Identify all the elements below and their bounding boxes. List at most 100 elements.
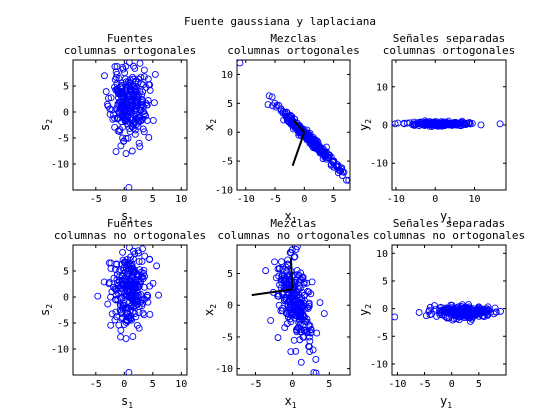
y-tick-label: 0 xyxy=(382,121,388,132)
scatter-point xyxy=(460,304,468,312)
scatter-point xyxy=(105,279,113,287)
scatter-point xyxy=(309,346,317,354)
data-points xyxy=(392,301,505,325)
data-points xyxy=(392,117,504,130)
scatter-point xyxy=(128,147,136,155)
scatter-point xyxy=(109,115,117,123)
subplot-title: Mezclas xyxy=(270,32,316,45)
scatter-point xyxy=(281,324,289,331)
x-tick-label: -10 xyxy=(388,379,406,390)
scatter-point xyxy=(465,308,473,316)
scatter-point xyxy=(277,105,285,113)
scatter-point xyxy=(140,73,148,81)
x-tick-label: 10 xyxy=(469,194,481,205)
scatter-point xyxy=(435,122,443,130)
subplot-subtitle: columnas ortogonales xyxy=(383,44,515,57)
x-axis-label-subscript: 1 xyxy=(447,216,452,225)
scatter-point xyxy=(237,60,244,67)
scatter-point xyxy=(290,291,298,299)
x-axis-label-base: s xyxy=(121,394,128,408)
scatter-point xyxy=(312,369,320,375)
scatter-point xyxy=(316,144,323,152)
scatter-point xyxy=(112,68,120,76)
y-tick-label: 5 xyxy=(227,269,233,280)
scatter-point xyxy=(287,348,295,356)
scatter-point xyxy=(122,276,130,283)
mixing-vector xyxy=(289,257,294,290)
y-tick-label: 0 xyxy=(227,301,233,312)
scatter-point xyxy=(285,306,293,314)
scatter-point xyxy=(140,66,148,74)
scatter-point xyxy=(345,176,350,184)
scatter-point xyxy=(133,105,140,113)
scatter-point xyxy=(134,284,142,291)
scatter-point xyxy=(112,291,120,299)
scatter-point xyxy=(129,333,137,340)
scatter-point xyxy=(119,63,127,71)
scatter-point xyxy=(124,134,132,142)
y-axis-label-base: s xyxy=(38,124,52,131)
scatter-point xyxy=(282,263,290,271)
scatter-point xyxy=(292,298,300,306)
scatter-point xyxy=(303,279,311,287)
scatter-point xyxy=(127,85,134,93)
scatter-point xyxy=(117,142,125,150)
scatter-point xyxy=(392,120,399,128)
scatter-point xyxy=(128,291,135,299)
x-axis-label: y1 xyxy=(440,394,452,410)
x-tick-label: 5 xyxy=(150,379,156,390)
scatter-point xyxy=(116,104,124,112)
subplot-subtitle: columnas no ortogonales xyxy=(373,229,525,242)
scatter-point xyxy=(277,307,285,315)
scatter-point xyxy=(496,120,504,128)
scatter-point xyxy=(428,120,436,128)
x-tick-label: -5 xyxy=(249,379,261,390)
x-tick-label: 0 xyxy=(121,194,127,205)
y-tick-label: 5 xyxy=(382,276,388,287)
data-points xyxy=(94,245,163,375)
x-tick-label: 0 xyxy=(432,194,438,205)
scatter-point xyxy=(129,62,137,70)
x-tick-label: 10 xyxy=(175,194,187,205)
subplot-title: Fuentes xyxy=(107,32,153,45)
y-axis-label: y2 xyxy=(357,304,373,316)
x-tick-label: 0 xyxy=(449,379,455,390)
scatter-point xyxy=(134,249,142,257)
scatter-point xyxy=(497,307,505,315)
scatter-point xyxy=(135,139,143,147)
x-tick-label: -10 xyxy=(387,194,405,205)
scatter-point xyxy=(110,283,118,291)
scatter-point xyxy=(113,313,121,321)
scatter-point xyxy=(448,308,456,316)
x-axis-label: s1 xyxy=(121,209,133,225)
scatter-point xyxy=(153,262,161,270)
scatter-point xyxy=(140,108,148,116)
scatter-point xyxy=(306,348,314,355)
scatter-point xyxy=(139,245,147,253)
scatter-point xyxy=(334,161,342,169)
scatter-point xyxy=(122,78,130,86)
scatter-point xyxy=(131,291,139,299)
scatter-point xyxy=(294,305,302,313)
figure-suptitle: Fuente gaussiana y laplaciana xyxy=(184,15,376,28)
x-axis-label-subscript: 1 xyxy=(128,216,133,225)
scatter-point xyxy=(122,303,130,311)
scatter-point xyxy=(312,142,320,150)
scatter-point xyxy=(126,256,134,264)
scatter-point xyxy=(110,274,118,282)
scatter-point xyxy=(449,121,457,129)
y-tick-label: 0 xyxy=(63,293,69,304)
scatter-point xyxy=(403,119,411,127)
y-axis-label-base: y xyxy=(357,124,371,131)
scatter-point xyxy=(127,79,135,87)
scatter-point xyxy=(300,333,308,341)
subplot-subtitle: columnas no ortogonales xyxy=(54,229,206,242)
x-axis-label: s1 xyxy=(121,394,133,410)
scatter-point xyxy=(296,320,304,328)
scatter-point xyxy=(114,94,122,102)
scatter-point xyxy=(307,326,315,334)
scatter-point xyxy=(100,278,108,286)
mixing-vector xyxy=(293,119,306,133)
scatter-point xyxy=(126,307,134,315)
